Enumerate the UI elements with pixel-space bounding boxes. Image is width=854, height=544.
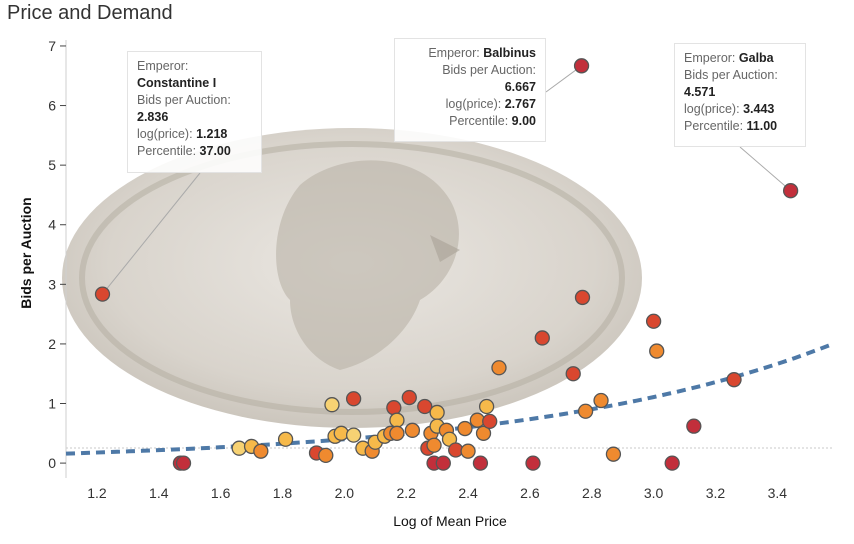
y-tick-label: 6 bbox=[48, 98, 56, 114]
y-tick-label: 4 bbox=[48, 217, 56, 233]
x-tick-label: 3.4 bbox=[768, 485, 788, 501]
data-point[interactable] bbox=[457, 420, 473, 437]
data-point[interactable] bbox=[472, 455, 489, 471]
tooltip-bids: 6.667 bbox=[504, 80, 536, 94]
data-point[interactable] bbox=[491, 360, 507, 376]
data-point[interactable] bbox=[231, 440, 247, 456]
data-point[interactable] bbox=[534, 330, 550, 346]
data-point[interactable] bbox=[324, 397, 340, 413]
data-point[interactable] bbox=[386, 400, 402, 416]
data-point[interactable] bbox=[577, 403, 594, 419]
y-axis-title: Bids per Auction bbox=[18, 197, 34, 309]
x-tick-label: 3.2 bbox=[706, 485, 726, 501]
data-point[interactable] bbox=[417, 398, 433, 415]
tooltip-percentile: Percentile: 37.00 bbox=[137, 144, 231, 158]
data-point[interactable] bbox=[478, 398, 495, 415]
tooltip-bids-label: Bids per Auction: bbox=[684, 68, 778, 82]
data-point[interactable] bbox=[333, 425, 349, 441]
data-point[interactable] bbox=[345, 427, 362, 443]
x-tick-label: 3.0 bbox=[644, 485, 664, 501]
data-point[interactable] bbox=[565, 366, 581, 382]
data-point[interactable] bbox=[94, 286, 111, 302]
tooltip-bids-label: Bids per Auction: bbox=[442, 63, 536, 77]
x-tick-label: 2.8 bbox=[582, 485, 602, 501]
data-point[interactable] bbox=[782, 183, 799, 199]
data-point[interactable] bbox=[649, 343, 665, 359]
data-point[interactable] bbox=[525, 455, 541, 471]
data-point[interactable] bbox=[426, 437, 442, 453]
tooltip-logprice: log(price): 1.218 bbox=[137, 127, 228, 141]
tooltip-emperor: Emperor: Balbinus bbox=[428, 46, 536, 60]
tooltip-bids-label: Bids per Auction: bbox=[137, 93, 231, 107]
y-tick-label: 2 bbox=[48, 336, 56, 352]
tooltip-percentile: Percentile: 9.00 bbox=[449, 114, 536, 128]
tooltip-logprice: log(price): 3.443 bbox=[684, 102, 775, 116]
data-point[interactable] bbox=[435, 455, 451, 471]
tooltip-galba: Emperor: Galba Bids per Auction: 4.571 l… bbox=[674, 43, 806, 147]
y-tick-label: 0 bbox=[48, 455, 56, 471]
data-point[interactable] bbox=[460, 443, 476, 459]
data-point[interactable] bbox=[574, 289, 591, 306]
data-point[interactable] bbox=[401, 389, 417, 406]
x-tick-label: 1.2 bbox=[87, 485, 107, 501]
data-point[interactable] bbox=[429, 404, 445, 421]
trend-line bbox=[65, 342, 834, 456]
x-tick-label: 2.4 bbox=[458, 485, 478, 501]
tooltip-emperor-label: Emperor: bbox=[137, 59, 189, 73]
tooltip-balbinus: Emperor: Balbinus Bids per Auction: 6.66… bbox=[394, 38, 546, 142]
data-point[interactable] bbox=[389, 412, 405, 428]
tooltip-connector bbox=[102, 172, 201, 295]
data-point[interactable] bbox=[253, 443, 269, 459]
tooltip-constantine: Emperor: Constantine I Bids per Auction:… bbox=[127, 51, 262, 173]
coin-background-image bbox=[62, 128, 642, 428]
tooltip-connector bbox=[739, 146, 791, 192]
tooltip-logprice: log(price): 2.767 bbox=[445, 97, 536, 111]
y-tick-label: 7 bbox=[48, 38, 56, 54]
x-tick-label: 1.6 bbox=[211, 485, 231, 501]
tooltip-emperor: Emperor: Galba bbox=[684, 51, 774, 65]
data-point[interactable] bbox=[645, 313, 662, 329]
x-tick-label: 2.0 bbox=[335, 485, 355, 501]
x-tick-label: 1.8 bbox=[273, 485, 293, 501]
tooltip-percentile: Percentile: 11.00 bbox=[684, 119, 778, 133]
x-axis-title: Log of Mean Price bbox=[393, 513, 507, 529]
y-tick-label: 5 bbox=[48, 157, 56, 173]
data-point[interactable] bbox=[404, 422, 421, 438]
y-tick-label: 3 bbox=[48, 276, 56, 292]
data-point[interactable] bbox=[573, 58, 590, 74]
data-point[interactable] bbox=[175, 455, 192, 471]
data-point[interactable] bbox=[593, 392, 609, 409]
data-point[interactable] bbox=[605, 446, 622, 462]
data-point[interactable] bbox=[686, 418, 702, 434]
y-tick-label: 1 bbox=[48, 396, 56, 412]
chart-title: Price and Demand bbox=[7, 2, 173, 24]
data-point[interactable] bbox=[318, 447, 334, 464]
data-point[interactable] bbox=[664, 455, 680, 471]
data-point[interactable] bbox=[726, 372, 742, 388]
data-point[interactable] bbox=[475, 425, 492, 441]
tooltip-bids: 2.836 bbox=[137, 110, 169, 124]
data-point[interactable] bbox=[345, 391, 362, 407]
data-point[interactable] bbox=[277, 431, 294, 447]
tooltip-emperor: Constantine I bbox=[137, 76, 217, 90]
data-point[interactable] bbox=[482, 413, 498, 430]
x-tick-label: 2.2 bbox=[396, 485, 416, 501]
x-tick-label: 2.6 bbox=[520, 485, 540, 501]
data-point[interactable] bbox=[389, 425, 405, 441]
tooltip-bids: 4.571 bbox=[684, 85, 716, 99]
x-tick-label: 1.4 bbox=[149, 485, 169, 501]
